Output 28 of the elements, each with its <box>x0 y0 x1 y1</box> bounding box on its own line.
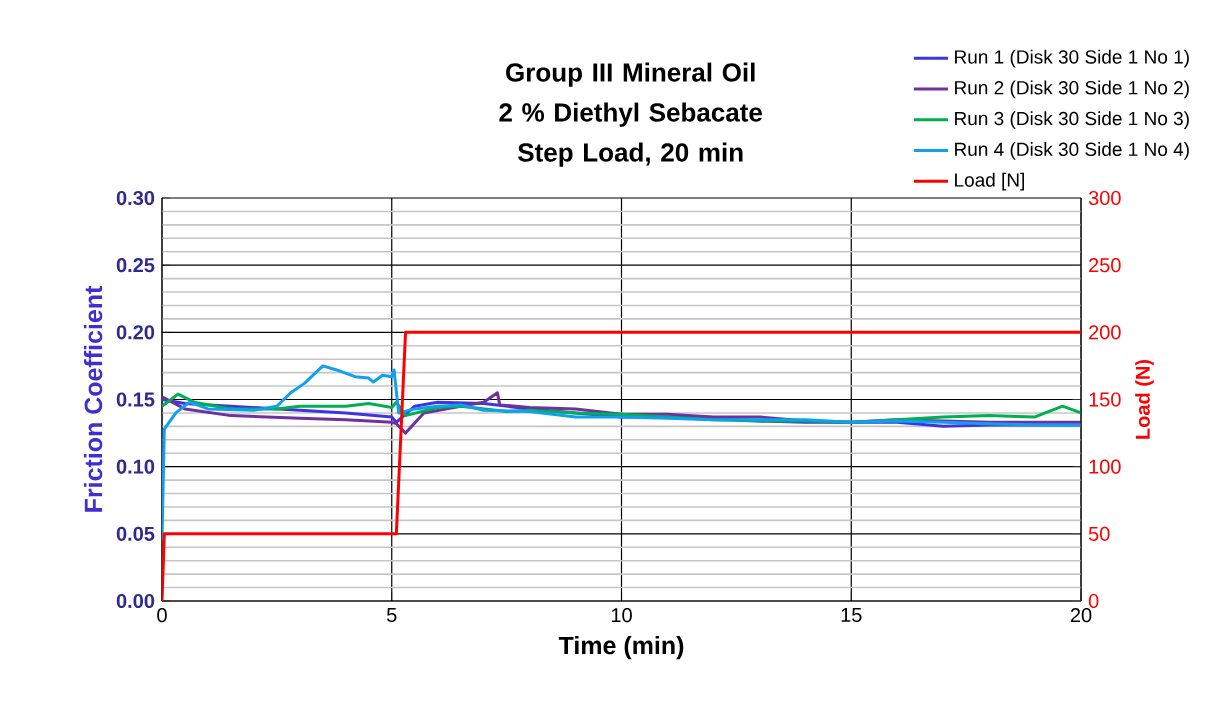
y2-tick-label: 300 <box>1088 190 1121 206</box>
y-tick-label: 0.00 <box>116 593 155 609</box>
y2-axis-title: Load (N) <box>1135 359 1154 439</box>
y2-tick-label: 50 <box>1088 526 1110 541</box>
y2-tick-label: 250 <box>1089 258 1121 273</box>
legend-label: Run 4 (Disk 30 Side 1 No 4) <box>955 142 1189 160</box>
x-tick-label: 20 <box>1070 608 1092 623</box>
x-axis-title: Time (min) <box>558 635 684 660</box>
y2-tick-label: 0 <box>1088 593 1099 609</box>
y-axis-title: Friction Coefficient <box>83 285 103 512</box>
y-tick-label: 0.10 <box>116 459 155 474</box>
y2-tick-label: 150 <box>1089 392 1121 407</box>
legend-label: Run 2 (Disk 30 Side 1 No 2) <box>955 80 1189 99</box>
y-tick-label: 0.20 <box>116 325 155 340</box>
y2-tick-label: 100 <box>1089 459 1121 474</box>
x-tick-label: 0 <box>157 608 167 623</box>
chart-title: Group III Mineral Oil 2 % Diethyl Sebacate Step Load, 20 min <box>499 62 762 167</box>
y-tick-label: 0.25 <box>116 258 155 273</box>
y2-tick-label: 200 <box>1089 325 1121 340</box>
legend-label: Load [N] <box>955 172 1024 191</box>
legend-label: Run 1 (Disk 30 Side 1 No 1) <box>955 49 1189 68</box>
y-tick-label: 0.30 <box>116 190 155 206</box>
legend-label: Run 3 (Disk 30 Side 1 No 3) <box>955 111 1189 129</box>
x-tick-label: 10 <box>611 608 632 623</box>
x-tick-label: 15 <box>841 608 862 623</box>
x-tick-label: 5 <box>387 608 397 623</box>
y-tick-label: 0.15 <box>116 392 155 407</box>
y-tick-label: 0.05 <box>116 526 155 541</box>
